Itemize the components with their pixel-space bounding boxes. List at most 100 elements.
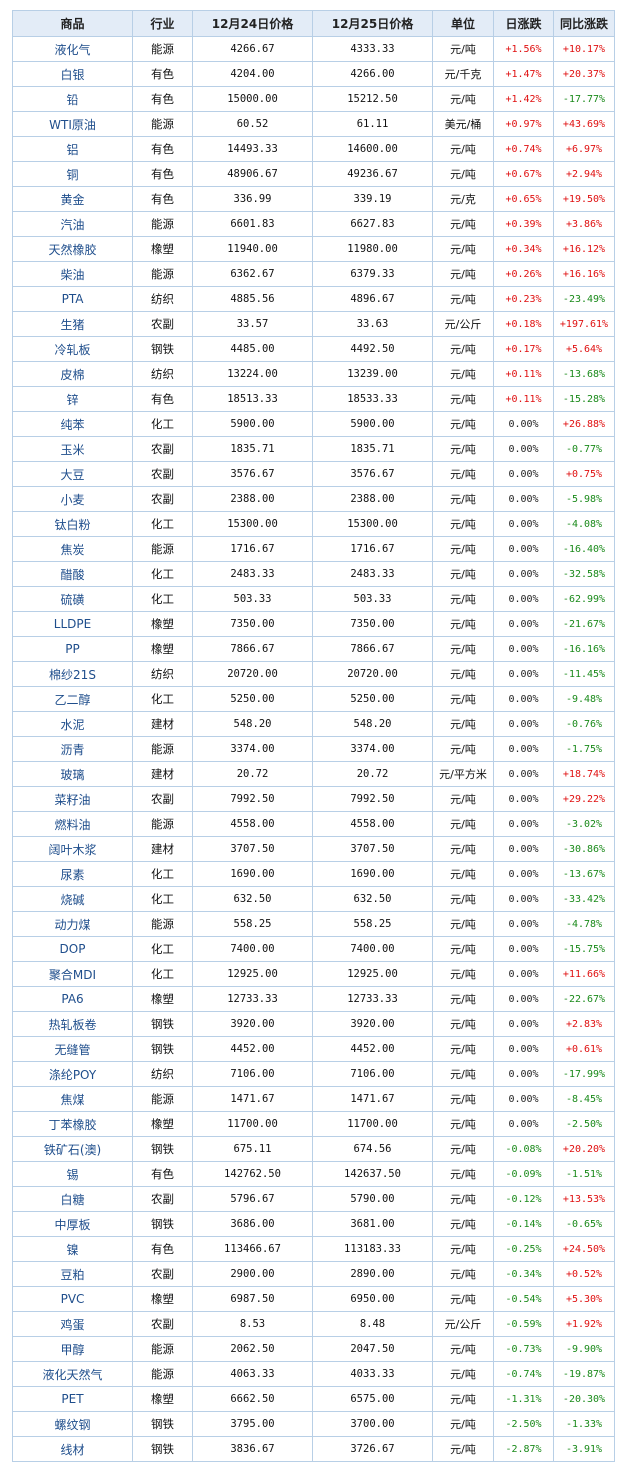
daily-change-cell: 0.00% — [493, 411, 554, 437]
commodity-name[interactable]: 沥青 — [12, 736, 133, 762]
commodity-name[interactable]: 镍 — [12, 1236, 133, 1262]
commodity-name[interactable]: 丁苯橡胶 — [12, 1111, 133, 1137]
industry-cell: 橡塑 — [132, 1111, 193, 1137]
commodity-name[interactable]: 菜籽油 — [12, 786, 133, 812]
price-dec24-cell: 4885.56 — [192, 286, 313, 312]
industry-cell: 化工 — [132, 686, 193, 712]
yoy-change-cell: +0.52% — [553, 1261, 615, 1287]
price-dec25-cell: 113183.33 — [312, 1236, 433, 1262]
unit-cell: 元/吨 — [432, 1136, 494, 1162]
commodity-name[interactable]: 尿素 — [12, 861, 133, 887]
unit-cell: 元/吨 — [432, 811, 494, 837]
yoy-change-cell: +16.12% — [553, 236, 615, 262]
industry-cell: 能源 — [132, 911, 193, 937]
commodity-name[interactable]: 烧碱 — [12, 886, 133, 912]
daily-change-cell: +0.67% — [493, 161, 554, 187]
commodity-name[interactable]: 螺纹钢 — [12, 1411, 133, 1437]
commodity-name[interactable]: 乙二醇 — [12, 686, 133, 712]
commodity-name[interactable]: 棉纱21S — [12, 661, 133, 687]
commodity-name[interactable]: 黄金 — [12, 186, 133, 212]
table-row: 铜有色 48906.67 49236.67 元/吨 +0.67% +2.94% — [12, 161, 615, 187]
commodity-name[interactable]: PVC — [12, 1286, 133, 1312]
unit-cell: 元/吨 — [432, 1111, 494, 1137]
commodity-name[interactable]: 动力煤 — [12, 911, 133, 937]
commodity-name[interactable]: 液化气 — [12, 36, 133, 62]
unit-cell: 元/吨 — [432, 261, 494, 287]
table-row: 皮棉 纺织 13224.00 13239.00 元/吨 +0.11% -13.68% — [12, 361, 615, 387]
commodity-name[interactable]: 燃料油 — [12, 811, 133, 837]
commodity-name[interactable]: 玉米 — [12, 436, 133, 462]
price-dec25-cell: 3681.00 — [312, 1211, 433, 1237]
commodity-name[interactable]: 水泥 — [12, 711, 133, 737]
commodity-name[interactable]: 皮棉 — [12, 361, 133, 387]
commodity-name[interactable]: 天然橡胶 — [12, 236, 133, 262]
daily-change-cell: -0.09% — [493, 1161, 554, 1187]
unit-cell: 元/吨 — [432, 86, 494, 112]
table-row: 大豆 农副 3576.67 3576.67 元/吨 0.00% +0.75% — [12, 461, 615, 487]
commodity-name[interactable]: 甲醇 — [12, 1336, 133, 1362]
commodity-name[interactable]: 阔叶木浆 — [12, 836, 133, 862]
commodity-name[interactable]: 线材 — [12, 1436, 133, 1462]
commodity-name[interactable]: 醋酸 — [12, 561, 133, 587]
commodity-name[interactable]: 硫磺 — [12, 586, 133, 612]
commodity-name[interactable]: 中厚板 — [12, 1211, 133, 1237]
daily-change-cell: -0.25% — [493, 1236, 554, 1262]
yoy-change-cell: -30.86% — [553, 836, 615, 862]
price-dec25-cell: 558.25 — [312, 911, 433, 937]
price-dec25-cell: 4492.50 — [312, 336, 433, 362]
commodity-name[interactable]: PP — [12, 636, 133, 662]
price-dec25-cell: 4033.33 — [312, 1361, 433, 1387]
commodity-name[interactable]: 铜 — [12, 161, 133, 187]
commodity-name[interactable]: 锌 — [12, 386, 133, 412]
price-dec25-cell: 503.33 — [312, 586, 433, 612]
price-dec25-cell: 3700.00 — [312, 1411, 433, 1437]
commodity-name[interactable]: PET — [12, 1386, 133, 1412]
commodity-name[interactable]: 白银 — [12, 61, 133, 87]
unit-cell: 元/吨 — [432, 986, 494, 1012]
commodity-name[interactable]: 聚合MDI — [12, 961, 133, 987]
table-row: 阔叶木浆 建材 3707.50 3707.50 元/吨 0.00% -30.86% — [12, 836, 615, 862]
unit-cell: 元/吨 — [432, 386, 494, 412]
commodity-name[interactable]: 钛白粉 — [12, 511, 133, 537]
commodity-name[interactable]: DOP — [12, 936, 133, 962]
commodity-name[interactable]: 鸡蛋 — [12, 1311, 133, 1337]
price-dec24-cell: 1690.00 — [192, 861, 313, 887]
industry-cell: 化工 — [132, 411, 193, 437]
commodity-name[interactable]: 纯苯 — [12, 411, 133, 437]
commodity-name[interactable]: 铁矿石(澳) — [12, 1136, 133, 1162]
industry-cell: 能源 — [132, 111, 193, 137]
commodity-name[interactable]: 白糖 — [12, 1186, 133, 1212]
commodity-name[interactable]: WTI原油 — [12, 111, 133, 137]
unit-cell: 元/吨 — [432, 1161, 494, 1187]
price-dec25-cell: 49236.67 — [312, 161, 433, 187]
commodity-name[interactable]: 焦炭 — [12, 536, 133, 562]
commodity-name[interactable]: 焦煤 — [12, 1086, 133, 1112]
commodity-name[interactable]: 冷轧板 — [12, 336, 133, 362]
commodity-name[interactable]: 铅 — [12, 86, 133, 112]
daily-change-cell: 0.00% — [493, 461, 554, 487]
commodity-name[interactable]: 铝 — [12, 136, 133, 162]
commodity-name[interactable]: 热轧板卷 — [12, 1011, 133, 1037]
commodity-name[interactable]: PA6 — [12, 986, 133, 1012]
commodity-name[interactable]: 汽油 — [12, 211, 133, 237]
commodity-name[interactable]: 液化天然气 — [12, 1361, 133, 1387]
commodity-name[interactable]: 生猪 — [12, 311, 133, 337]
commodity-name[interactable]: 玻璃 — [12, 761, 133, 787]
commodity-name[interactable]: LLDPE — [12, 611, 133, 637]
commodity-name[interactable]: PTA — [12, 286, 133, 312]
commodity-name[interactable]: 柴油 — [12, 261, 133, 287]
price-dec24-cell: 7400.00 — [192, 936, 313, 962]
industry-cell: 有色 — [132, 1236, 193, 1262]
commodity-name[interactable]: 无缝管 — [12, 1036, 133, 1062]
price-dec25-cell: 7106.00 — [312, 1061, 433, 1087]
industry-cell: 纺织 — [132, 361, 193, 387]
commodity-name[interactable]: 锡 — [12, 1161, 133, 1187]
table-row: 玻璃 建材 20.72 20.72 元/平方米 0.00% +18.74% — [12, 761, 615, 787]
yoy-change-cell: -0.77% — [553, 436, 615, 462]
commodity-name[interactable]: 涤纶POY — [12, 1061, 133, 1087]
commodity-name[interactable]: 小麦 — [12, 486, 133, 512]
yoy-change-cell: -8.45% — [553, 1086, 615, 1112]
commodity-name[interactable]: 大豆 — [12, 461, 133, 487]
commodity-name[interactable]: 豆粕 — [12, 1261, 133, 1287]
daily-change-cell: +0.11% — [493, 386, 554, 412]
